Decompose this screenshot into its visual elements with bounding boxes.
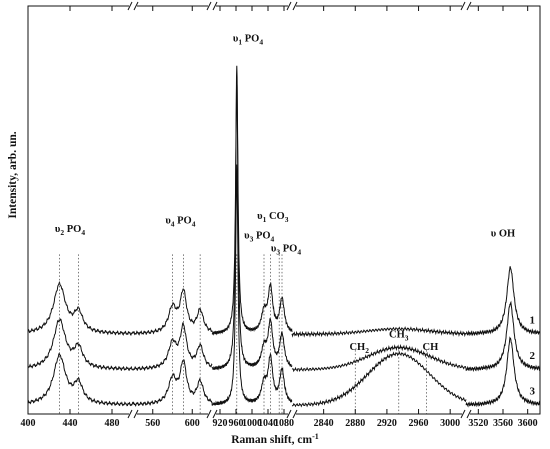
series-1-segment-5 bbox=[465, 266, 541, 337]
axis-break-mark-a-1-0 bbox=[127, 1, 133, 11]
axis-break-mark-a-4-1 bbox=[460, 409, 466, 419]
annotation-7: υ OH bbox=[491, 229, 515, 240]
x-tick-label-2920: 2920 bbox=[377, 418, 397, 429]
annotation-2: υ4 PO4 bbox=[165, 215, 195, 228]
x-tick-label-960: 960 bbox=[229, 418, 244, 429]
series-label-2: 2 bbox=[530, 350, 536, 362]
series-3-segment-3 bbox=[211, 164, 293, 406]
axis-break-gap-1-0 bbox=[129, 2, 137, 10]
series-1-segment-1 bbox=[27, 280, 134, 336]
series-2-segment-4 bbox=[291, 343, 467, 373]
x-tick-label-560: 560 bbox=[145, 418, 160, 429]
annotation-8: CH2 bbox=[349, 342, 369, 355]
axis-break-gap-2-0 bbox=[208, 2, 216, 10]
axis-break-mark-b-1-0 bbox=[133, 1, 139, 11]
y-axis-title: Intensity, arb. un. bbox=[7, 131, 19, 218]
series-2-segment-5 bbox=[465, 300, 541, 373]
x-tick-label-2880: 2880 bbox=[345, 418, 365, 429]
x-tick-label-440: 440 bbox=[63, 418, 78, 429]
annotation-9: CH3 bbox=[389, 330, 409, 343]
axis-break-mark-b-2-0 bbox=[212, 1, 218, 11]
annotation-5: υ3 PO4 bbox=[244, 230, 274, 243]
axis-break-gap-4-1 bbox=[462, 410, 470, 418]
annotation-10: CH bbox=[423, 342, 439, 353]
x-tick-label-3520: 3520 bbox=[468, 418, 488, 429]
x-tick-label-480: 480 bbox=[105, 418, 120, 429]
axis-break-mark-b-1-1 bbox=[133, 409, 139, 419]
series-label-3: 3 bbox=[530, 385, 536, 397]
x-tick-label-1040: 1040 bbox=[258, 418, 278, 429]
series-1-segment-4 bbox=[291, 326, 467, 338]
axis-break-gap-3-0 bbox=[288, 2, 296, 10]
axis-break-mark-b-3-1 bbox=[292, 409, 298, 419]
spectra-lines: 1 2 3 bbox=[27, 65, 541, 408]
axis-break-mark-a-2-0 bbox=[206, 1, 212, 11]
axis-break-mark-a-4-0 bbox=[460, 1, 466, 11]
annotation-4: υ1 CO3 bbox=[257, 211, 289, 224]
axis-break-mark-a-2-1 bbox=[206, 409, 212, 419]
x-tick-label-3000: 3000 bbox=[440, 418, 460, 429]
axis-break-gap-1-1 bbox=[129, 410, 137, 418]
axis-break-mark-b-3-0 bbox=[292, 1, 298, 11]
x-tick-label-2960: 2960 bbox=[409, 418, 429, 429]
annotation-1: υ2 PO4 bbox=[55, 224, 85, 237]
series-1-segment-3 bbox=[211, 65, 293, 336]
x-tick-label-400: 400 bbox=[21, 418, 36, 429]
axis-break-mark-a-3-1 bbox=[286, 409, 292, 419]
x-tick-label-1080: 1080 bbox=[274, 418, 294, 429]
axis-break-mark-a-1-1 bbox=[127, 409, 133, 419]
axis-break-mark-a-3-0 bbox=[286, 1, 292, 11]
axis-break-gap-3-1 bbox=[288, 410, 296, 418]
x-tick-label-3560: 3560 bbox=[493, 418, 513, 429]
axis-break-gap-4-0 bbox=[462, 2, 470, 10]
series-3-segment-4 bbox=[291, 350, 467, 408]
x-axis-title-sup: -1 bbox=[312, 432, 319, 441]
axis-break-mark-b-2-1 bbox=[212, 409, 218, 419]
x-tick-label-600: 600 bbox=[185, 418, 200, 429]
annotation-6: υ3 PO4 bbox=[271, 244, 301, 257]
series-1-segment-2 bbox=[132, 288, 213, 336]
series-3-segment-1 bbox=[27, 352, 134, 407]
x-axis-title-main: Raman shift, cm bbox=[231, 434, 312, 446]
series-3-segment-5 bbox=[465, 336, 541, 408]
series-2-segment-3 bbox=[211, 77, 293, 371]
x-tick-label-1000: 1000 bbox=[242, 418, 262, 429]
axis-breaks bbox=[127, 1, 472, 419]
axis-break-gap-2-1 bbox=[208, 410, 216, 418]
series-label-1: 1 bbox=[530, 315, 536, 327]
x-tick-label-3600: 3600 bbox=[518, 418, 538, 429]
series-3-segment-2 bbox=[132, 359, 213, 407]
axis-break-mark-b-4-1 bbox=[466, 409, 472, 419]
x-axis-title: Raman shift, cm-1 bbox=[231, 432, 319, 446]
axis-break-mark-b-4-0 bbox=[466, 1, 472, 11]
series-2-segment-1 bbox=[27, 318, 134, 372]
annotation-3: υ1 PO4 bbox=[233, 33, 263, 46]
peak-guide-lines bbox=[59, 254, 427, 414]
x-tick-label-2840: 2840 bbox=[314, 418, 334, 429]
x-tick-label-920: 920 bbox=[213, 418, 228, 429]
